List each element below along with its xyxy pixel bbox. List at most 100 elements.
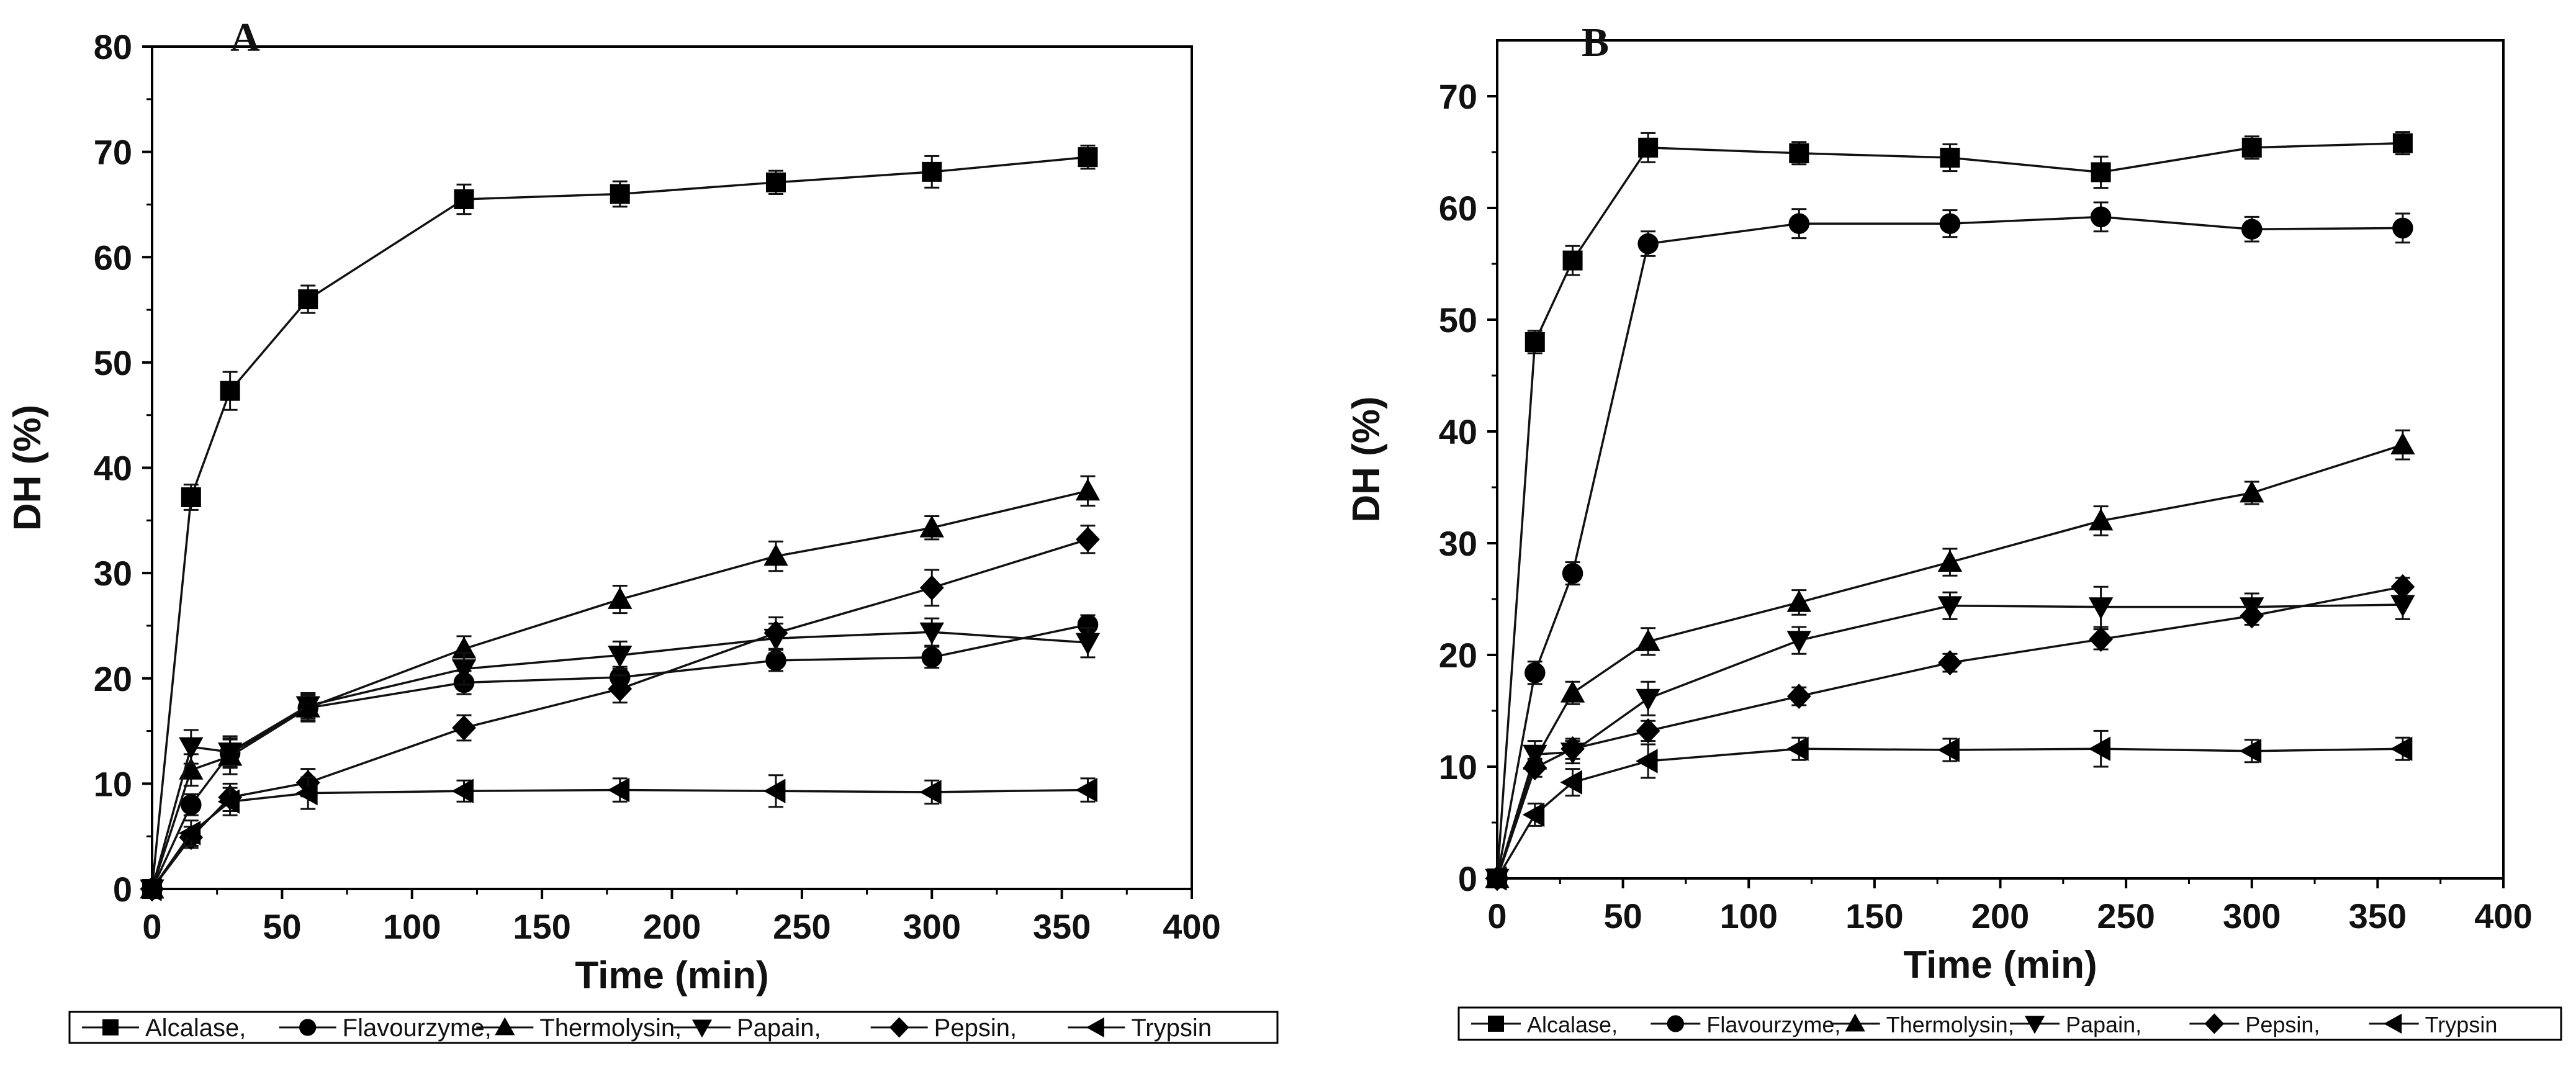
panel-a-x-tick-label: 350 [1033,907,1091,946]
panel-a-x-tick-label: 50 [263,907,301,946]
panel-b-x-tick-label: 100 [1720,896,1778,936]
panel-a-series-pepsin-point [608,676,633,702]
panel-b-series-trypsin-point [2390,736,2413,761]
panel-a-series-trypsin-point [451,778,474,803]
panel-b-legend-marker-2 [1845,1013,1865,1032]
panel-a-legend-label: Alcalase, [145,1014,246,1042]
panel-a-series-pepsin-point [919,575,944,601]
panel-b-y-axis-title: DH (%) [1345,396,1388,522]
panel-b-series-flavourzyme-point [1788,213,1810,234]
panel-b-legend-label: Thermolysin, [1886,1012,2014,1037]
panel-b-series-alcalase-point [2241,137,2262,158]
panel-b-series-flavourzyme-point [1637,233,1659,255]
panel-a-series-alcalase-point [610,184,630,204]
panel-a-plot-frame [151,45,1193,890]
panel-b-series-flavourzyme-point [2090,206,2112,228]
panel-b-legend-label: Alcalase, [1527,1012,1618,1037]
panel-a: 0 50 100 150 200 250 300 350 400 0 10 20 30 40 50 60 70 8… [6,15,1279,1044]
panel-b-series-flavourzyme-point [2392,217,2413,239]
panel-a-letter: A [230,15,260,60]
panel-b-x-tick-label: 300 [2223,896,2281,936]
panel-b-series-pepsin-point [2240,603,2264,629]
panel-a-y-tick-label: 70 [94,133,132,172]
panel-b-series-pepsin-point [1786,683,1811,709]
panel-b-series-papain-point [2088,597,2114,620]
panel-b-series-trypsin [1484,729,2413,891]
panel-b-letter: B [1582,20,1609,65]
panel-b-series-papain-point [1636,688,1660,711]
panel-b-y-tick-label: 20 [1439,636,1477,675]
panel-b-series-pepsin-point [1938,650,1962,675]
panel-b-series-trypsin-line [1496,747,2403,879]
panel-a-legend-marker-3 [691,1019,713,1038]
panel-a-series-pepsin [140,525,1100,902]
panel-b-series-trypsin-point [1484,866,1507,891]
panel-b-y-tick-label: 30 [1439,524,1477,563]
panel-a-legend-label: Papain, [737,1014,821,1042]
panel-a-legend-label: Thermolysin, [539,1014,682,1042]
panel-b-series-thermolysin-point [2390,432,2415,454]
panel-b-series-pepsin [1485,574,2415,891]
panel-a-y-tick-label: 80 [94,27,132,66]
panel-a-series-trypsin-point [1075,777,1097,803]
panel-b-series-alcalase-point [1789,143,1809,163]
panel-b-series-thermolysin-point [1560,680,1585,703]
panel-b-x-tick-label: 150 [1845,896,1903,936]
panel-b-series-alcalase-line [1496,142,2403,879]
panel-b-series-flavourzyme-point [1562,562,1583,584]
panel-b-series-alcalase-point [1940,148,1960,168]
panel-b-x-tick-label: 400 [2474,896,2532,936]
panel-b-series-papain-point [1786,631,1811,653]
panel-a-series-papain-point [179,737,204,760]
panel-b-series-trypsin-point [1937,737,1960,762]
panel-a-series-papain-point [608,646,633,668]
panel-a-x-axis-title: Time (min) [575,954,768,997]
panel-b-series-trypsin-point [1560,770,1582,795]
panel-b-series-flavourzyme-point [2241,219,2263,240]
panel-b-legend-label: Flavourzyme, [1706,1012,1840,1037]
panel-b-y-tick-label: 10 [1439,747,1477,787]
panel-a-series-trypsin [139,774,1097,901]
panel-b-series-pepsin-point [2089,626,2113,652]
panel-a-x-tick-label: 0 [142,907,161,946]
panel-a-series-trypsin-point [919,780,942,805]
panel-a-series-alcalase-point [766,172,786,192]
panel-a-series-papain-point [1075,633,1101,656]
panel-b-series-thermolysin-point [1937,549,1963,572]
panel-b-series-papain-point [1937,596,1963,618]
panel-b-series-trypsin-point [2088,736,2110,761]
panel-b-series-alcalase-point [2392,133,2413,153]
panel-a-series-thermolysin-point [1075,478,1101,501]
panel-a-legend-label: Trypsin [1131,1014,1212,1042]
panel-b-series-alcalase-point [1638,137,1659,158]
panel-a-y-tick-label: 30 [94,554,132,593]
panel-a-series-flavourzyme-point [181,794,202,816]
panel-a-y-tick-label: 20 [94,659,132,698]
panel-a-series-trypsin-point [763,778,786,803]
panel-b-legend: Alcalase, Flavourzyme, Thermolysin, Papain,… [1457,1006,2562,1041]
panel-b-legend-marker-3 [2024,1016,2045,1034]
panel-a-y-tick-label: 0 [113,870,132,909]
panel-a-series-thermolysin-point [608,587,633,609]
panel-a-series-pepsin-point [763,620,788,646]
panel-b-legend-label: Trypsin [2425,1012,2498,1037]
panel-a-x-tick-label: 250 [773,907,831,946]
panel-b-series-thermolysin-point [1786,590,1811,612]
panel-b-series-thermolysin-point [2240,480,2264,503]
panel-a-series-thermolysin-point [763,543,788,566]
panel-b-series-trypsin-point [2239,739,2262,764]
panel-a-series-papain-point [217,742,243,765]
panel-b-series-flavourzyme-line [1496,215,2403,879]
panel-a-x-tick-label: 300 [903,907,961,946]
panel-a-x-tick-label: 150 [513,907,570,946]
panel-a-series-alcalase-point [181,487,201,507]
panel-a-legend-marker-0 [102,1019,119,1035]
panel-b-series-trypsin-point [1786,736,1809,761]
panel-b-series-alcalase-point [1562,250,1583,271]
panel-a-x-tick-label: 400 [1163,907,1220,946]
panel-b-x-tick-label: 50 [1603,896,1642,936]
panel-a-series-papain [140,617,1101,902]
panel-a-legend-marker-4 [889,1017,909,1038]
panel-a-series-trypsin-point [607,777,630,803]
